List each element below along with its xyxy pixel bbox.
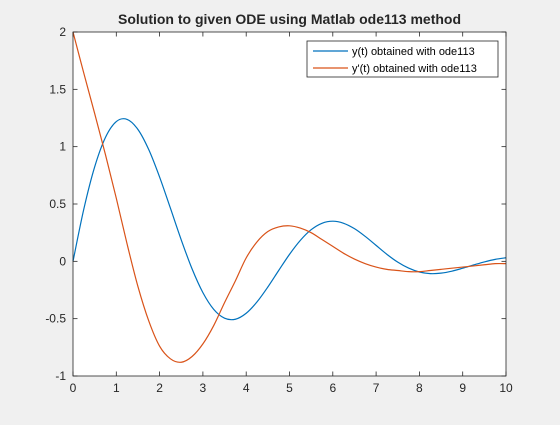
y-tick-label: 2 (59, 25, 66, 39)
x-tick-label: 5 (286, 381, 293, 395)
x-tick-label: 3 (200, 381, 207, 395)
x-tick-label: 10 (499, 381, 513, 395)
y-tick-label: -1 (55, 369, 66, 383)
y-tick-label: -0.5 (45, 312, 66, 326)
plot-area (73, 32, 506, 376)
x-tick-label: 7 (373, 381, 380, 395)
series-line-2 (72, 31, 507, 363)
x-tick-label: 4 (243, 381, 250, 395)
x-tick-label: 1 (113, 381, 120, 395)
legend: y(t) obtained with ode113 y'(t) obtained… (306, 40, 499, 78)
legend-label-y: y(t) obtained with ode113 (352, 46, 475, 58)
x-tick-label: 2 (156, 381, 163, 395)
chart-title: Solution to given ODE using Matlab ode11… (118, 11, 461, 27)
series-line-1 (72, 118, 507, 321)
x-tick-label: 9 (459, 381, 466, 395)
series-layer (72, 31, 507, 363)
y-tick-label: 1 (59, 140, 66, 154)
y-tick-label: 1.5 (49, 82, 66, 96)
y-tick-label: 0 (59, 254, 66, 268)
x-tick-label: 6 (329, 381, 336, 395)
axes-layer: 0 1 2 3 4 5 6 7 8 9 10 -1 -0.5 0 0.5 1 1.5 2 (45, 25, 513, 395)
x-tick-label: 8 (416, 381, 423, 395)
y-tick-label: 0.5 (49, 197, 66, 211)
legend-box (306, 40, 499, 78)
x-tick-label: 0 (70, 381, 77, 395)
legend-label-yprime: y'(t) obtained with ode113 (352, 63, 477, 75)
